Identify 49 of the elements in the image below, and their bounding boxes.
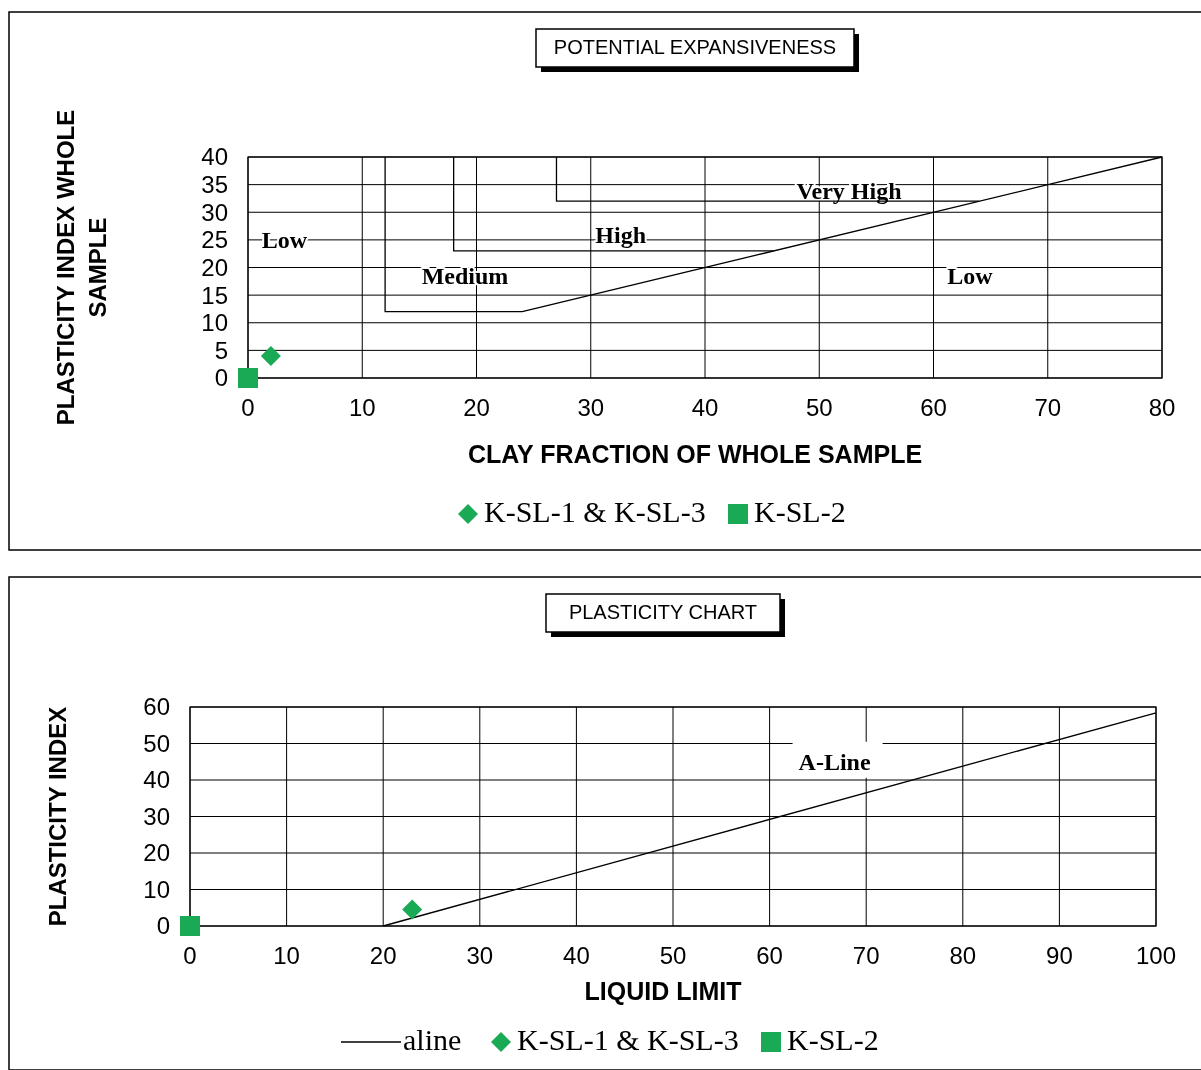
x-tick-label: 90 (1046, 942, 1073, 969)
y-tick-label: 20 (143, 839, 170, 867)
x-tick-label: 0 (183, 942, 197, 969)
y-tick-label: 20 (201, 253, 228, 281)
x-tick-label: 50 (805, 394, 833, 421)
y-tick-label: 30 (201, 198, 228, 226)
y-tick-label: 40 (201, 143, 228, 171)
x-tick-label: 20 (463, 394, 490, 421)
x-tick-label: 100 (1135, 942, 1177, 969)
legend-label: K-SL-2 (754, 495, 846, 528)
x-tick-label: 30 (577, 394, 605, 421)
y-tick-label: 0 (156, 912, 170, 940)
y-axis-title: PLASTICITY INDEX (44, 706, 71, 927)
x-tick-label: 40 (691, 394, 719, 421)
x-axis-title: CLAY FRACTION OF WHOLE SAMPLE (467, 440, 923, 468)
x-tick-label: 10 (348, 394, 376, 421)
y-tick-label: 15 (201, 281, 228, 309)
y-tick-label: 40 (143, 766, 170, 794)
x-tick-label: 60 (756, 942, 783, 969)
chart-title: POTENTIAL EXPANSIVENESS (553, 36, 837, 58)
y-tick-label: 35 (201, 171, 228, 199)
y-tick-label: 25 (201, 226, 228, 254)
x-tick-label: 20 (369, 942, 397, 969)
legend-label: K-SL-1 & K-SL-3 (517, 1023, 739, 1056)
legend-label: K-SL-2 (787, 1023, 879, 1056)
x-tick-label: 70 (1034, 394, 1062, 421)
x-tick-label: 50 (659, 942, 687, 969)
y-tick-label: 50 (143, 729, 170, 757)
x-tick-label: 80 (949, 942, 977, 969)
y-tick-label: 0 (214, 364, 228, 392)
x-tick-label: 70 (852, 942, 880, 969)
x-tick-label: 60 (920, 394, 947, 421)
legend-label: aline (403, 1023, 462, 1056)
legend-label: K-SL-1 & K-SL-3 (484, 495, 706, 528)
annotation: A-Line (798, 749, 871, 776)
annotation: Low (947, 263, 994, 290)
x-tick-label: 30 (466, 942, 494, 969)
y-tick-label: 10 (201, 309, 228, 337)
chart-title: PLASTICITY CHART (568, 601, 758, 623)
y-tick-label: 10 (143, 875, 170, 903)
x-tick-label: 40 (563, 942, 590, 969)
y-axis-title: PLASTICITY INDEX WHOLE SAMPLE (52, 109, 111, 426)
x-tick-label: 80 (1148, 394, 1176, 421)
y-tick-label: 5 (214, 336, 228, 364)
x-axis-title: LIQUID LIMIT (584, 977, 742, 1005)
y-tick-label: 30 (143, 802, 170, 830)
x-tick-label: 10 (273, 942, 300, 969)
x-tick-label: 0 (241, 394, 255, 421)
y-tick-label: 60 (143, 693, 170, 721)
